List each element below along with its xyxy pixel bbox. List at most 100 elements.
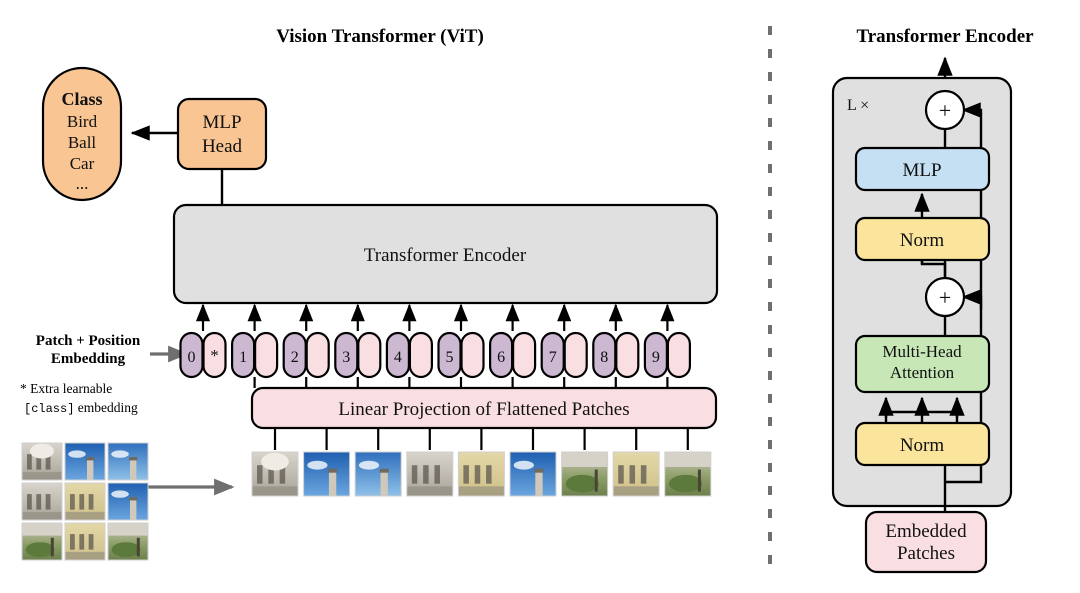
plinth (406, 486, 453, 496)
token-embedding-pill-2 (305, 331, 330, 379)
window (411, 465, 418, 484)
embedded-patches-label-line1: Embedded (885, 521, 967, 542)
tower-cap (327, 468, 338, 473)
ground-upper (561, 452, 608, 467)
token-embedding-pill-6 (511, 331, 537, 379)
window (279, 465, 286, 484)
token-position-number-4: 4 (394, 349, 402, 366)
window (486, 465, 492, 484)
window (45, 494, 51, 510)
patch-bg (355, 452, 402, 496)
patch-border (21, 522, 63, 561)
window (257, 465, 263, 484)
tower (535, 471, 543, 496)
patch-art (107, 442, 149, 481)
transformer-encoder-box (172, 203, 719, 305)
patch-border (457, 451, 505, 497)
left-title: Vision Transformer (ViT) (276, 26, 484, 47)
patch-bg (65, 443, 105, 480)
token-embedding-pill-5 (460, 331, 485, 379)
tower (87, 459, 94, 480)
mlp-head-box (176, 97, 268, 171)
tower (380, 471, 388, 496)
patch-border (64, 442, 106, 481)
hedge (668, 474, 703, 493)
add-operator-upper (924, 89, 966, 131)
window (88, 494, 94, 510)
window (474, 465, 481, 484)
window (268, 465, 274, 484)
encoder-mlp-label: MLP (902, 160, 941, 181)
token-group: 3 (334, 303, 382, 388)
window (70, 494, 75, 510)
dome (261, 452, 289, 471)
linear-projection-box (250, 386, 718, 430)
footnote-embedding-word: embedding (74, 400, 138, 415)
plinth (22, 471, 62, 480)
window (88, 534, 94, 550)
class-box-header: Class (61, 89, 102, 109)
tower (328, 471, 337, 496)
trunk (697, 469, 701, 492)
patch-art (107, 482, 149, 521)
class-output-box (41, 66, 123, 202)
patch-art (21, 442, 63, 481)
encoder-norm-upper-label: Norm (900, 230, 945, 251)
window (27, 454, 32, 470)
cloud (358, 460, 380, 470)
patch-bg (303, 452, 350, 496)
patch-border (107, 442, 149, 481)
patch-art (303, 451, 351, 497)
token-group: 6 (489, 303, 537, 388)
token-group: 4 (385, 303, 433, 388)
patch-border (561, 451, 609, 497)
tower-cap (86, 457, 95, 461)
patch-art (561, 451, 609, 497)
token-group: 5 (437, 303, 485, 388)
token-position-number-3: 3 (342, 349, 350, 366)
trunk (594, 469, 598, 492)
patch-art (406, 451, 454, 497)
patch-art (21, 522, 63, 561)
window (640, 465, 647, 484)
window (27, 494, 32, 510)
patch-art (107, 522, 149, 561)
token-position-number-5: 5 (446, 349, 454, 366)
hedge (25, 542, 55, 558)
cloud (307, 460, 328, 470)
patch-border (64, 522, 106, 561)
token-group: 9 (643, 303, 692, 388)
patch-border (406, 451, 454, 497)
window (79, 534, 85, 550)
patch-art (354, 451, 402, 497)
cloud (68, 450, 86, 458)
window (463, 465, 469, 484)
patch-art (612, 451, 660, 497)
plinth (65, 551, 105, 560)
tower-cap (129, 497, 138, 501)
window (629, 465, 636, 484)
token-embedding-pill-9 (666, 331, 692, 379)
mlp-head-label-line2: Head (202, 136, 243, 157)
token-embedding-pill-4 (408, 331, 433, 379)
patch-art (664, 451, 712, 497)
plinth (22, 511, 62, 520)
dome (30, 443, 54, 459)
encoder-mha-label-line2: Attention (890, 363, 955, 382)
encoder-mha-label-line1: Multi-Head (882, 342, 962, 361)
patch-border (354, 451, 402, 497)
patch-border (303, 451, 351, 497)
class-item-0: Bird (67, 112, 98, 131)
patch-border (251, 451, 299, 497)
patch-position-label-line1: Patch + Position (36, 333, 141, 349)
encoder-norm-lower-box (854, 421, 991, 467)
tower-cap (129, 457, 138, 461)
window (434, 465, 440, 484)
patch-art (64, 442, 106, 481)
mlp-head-label-line1: MLP (202, 112, 241, 133)
